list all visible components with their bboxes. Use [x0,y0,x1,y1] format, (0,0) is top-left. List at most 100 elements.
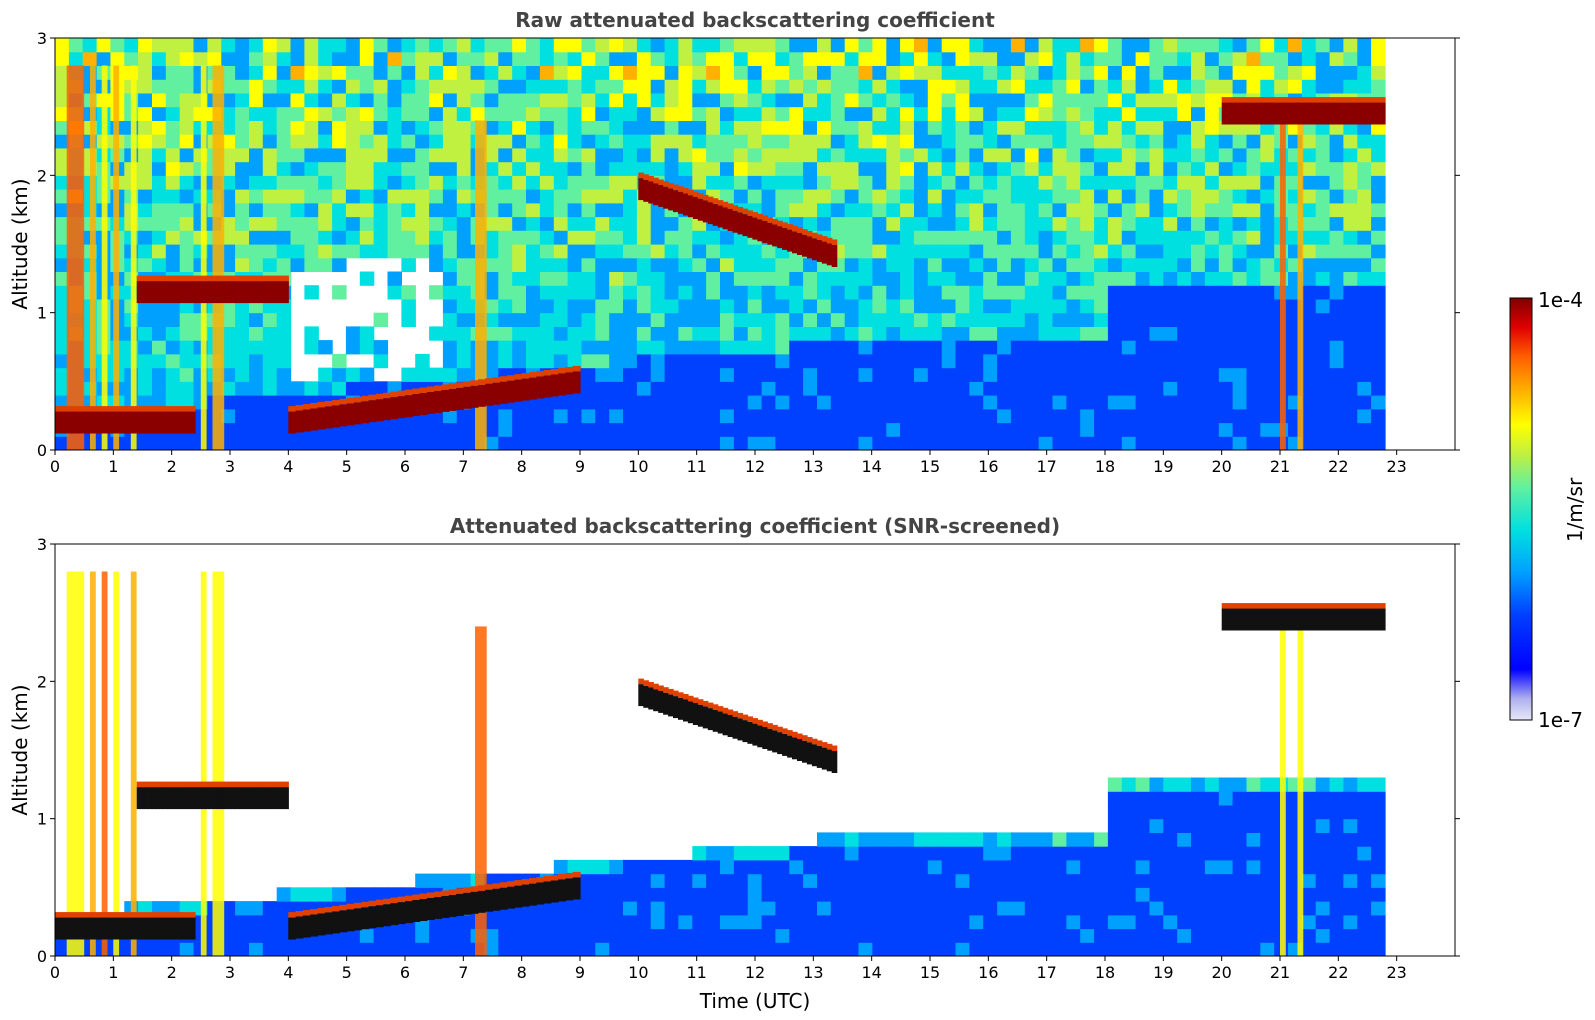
heatmap-cell [1149,230,1164,245]
cloud-layer-edge [643,174,649,180]
heatmap-cell [1343,901,1358,916]
cloud-layer-cell [1266,608,1272,631]
heatmap-cell [844,51,860,66]
heatmap-cell [900,873,915,888]
heatmap-cell [221,326,236,341]
precip-column [101,65,108,450]
heatmap-cell [761,942,777,956]
heatmap-cell [539,38,555,53]
heatmap-cell [1315,189,1331,204]
heatmap-cell [1315,777,1331,792]
heatmap-cell [1066,353,1081,369]
heatmap-cell [1135,175,1151,190]
heatmap-cell [817,436,832,450]
heatmap-cell [927,846,943,861]
heatmap-cell [1329,353,1345,369]
heatmap-cell [581,51,596,66]
heatmap-cell [900,147,915,163]
heatmap-cell [692,928,707,943]
cloud-layer-edge [295,911,304,917]
heatmap-cell [152,257,167,272]
cloud-layer-edge [782,222,788,228]
heatmap-cell [1246,161,1261,176]
heatmap-cell [1080,928,1095,943]
heatmap-cell [1232,887,1248,902]
cloud-layer-cell [1303,608,1308,631]
heatmap-cell [249,395,264,410]
heatmap-cell [747,79,763,94]
cloud-layer-cell [752,217,758,240]
cloud-layer-cell [757,725,763,748]
cloud-layer-cell [1225,102,1231,125]
heatmap-cell [1329,846,1345,861]
heatmap-cell [844,175,860,190]
cloud-layer-cell [114,917,119,940]
cloud-layer-edge [239,781,244,788]
cloud-layer-cell [1352,102,1357,125]
heatmap-cell [733,298,749,314]
heatmap-cell [1177,65,1192,80]
heatmap-cell [900,928,915,943]
heatmap-cell [636,942,652,956]
heatmap-cell [720,408,735,424]
heatmap-cell [1191,106,1206,121]
cloud-layer-cell [499,887,508,910]
heatmap-cell [1052,106,1067,121]
heatmap-cell [415,928,430,943]
heatmap-cell [997,79,1012,94]
cloud-layer-cell [280,787,286,810]
heatmap-cell [1232,216,1248,231]
cloud-layer-edge [104,912,109,918]
heatmap-cell [1038,38,1054,53]
heatmap-cell [138,51,153,66]
heatmap-cell [1038,120,1054,135]
heatmap-cell [1232,791,1248,806]
heatmap-cell [775,353,790,369]
heatmap-cell [484,928,499,943]
heatmap-cell [733,436,749,450]
heatmap-cell [955,285,970,300]
heatmap-cell [747,395,763,410]
heatmap-cell [650,51,666,66]
heatmap-cell [983,271,998,286]
cloud-layer-cell [1327,608,1333,631]
heatmap-cell [900,271,915,286]
x-tick-label: 2 [167,457,177,476]
heatmap-cell [941,161,957,176]
cloud-layer-cell [332,405,340,428]
cloud-layer-edge [806,231,813,237]
heatmap-cell [165,161,181,176]
heatmap-cell [318,257,333,272]
cloud-layer-edge [816,740,823,746]
heatmap-cell [664,859,680,875]
heatmap-cell [429,928,444,943]
heatmap-cell [609,298,624,314]
heatmap-cell [262,914,278,930]
cloud-layer-cell [58,411,63,434]
heatmap-cell [914,189,929,204]
cloud-layer-cell [121,411,126,434]
heatmap-cell [733,914,749,930]
heatmap-cell [1052,38,1067,53]
cloud-layer-edge [100,406,105,412]
heatmap-cell [179,202,195,218]
heatmap-cell [1301,147,1317,163]
heatmap-cell [442,312,458,327]
heatmap-cell [179,38,195,53]
heatmap-cell [969,92,984,108]
heatmap-cell [1094,928,1109,943]
heatmap-cell [817,914,832,930]
heatmap-cell [1204,942,1220,956]
heatmap-cell [1163,408,1178,424]
heatmap-cell [456,408,472,424]
heatmap-cell [1038,846,1054,861]
y-tick-label: 1 [37,304,47,323]
heatmap-cell [290,51,305,66]
heatmap-cell [844,147,860,163]
heatmap-cell [165,326,181,341]
heatmap-cell [1121,38,1137,53]
heatmap-cell [55,312,70,327]
heatmap-cell [886,312,901,327]
heatmap-cell [789,271,804,286]
heatmap-cell [1232,395,1248,410]
